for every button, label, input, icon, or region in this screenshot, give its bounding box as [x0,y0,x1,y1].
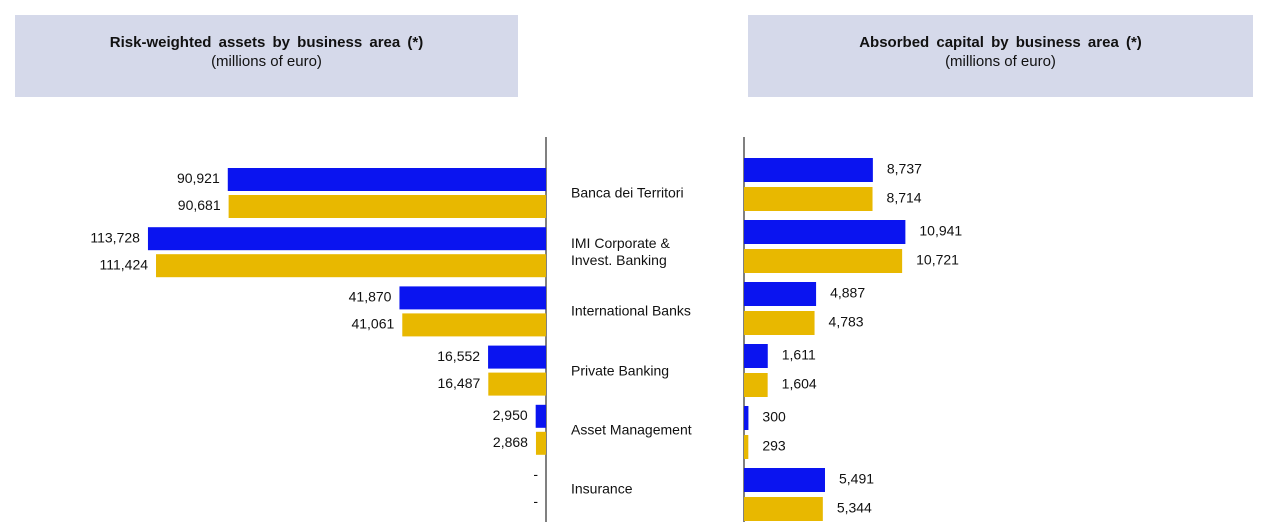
bar [744,344,768,368]
value-label: 4,887 [830,285,865,301]
value-label: 41,870 [349,289,392,305]
value-label: 16,487 [437,375,480,391]
title-box: Absorbed capital by business area (*) (m… [748,15,1253,97]
bar [488,345,546,369]
bar [744,468,825,492]
bar [744,373,768,397]
chart-title: Absorbed capital by business area (*) [859,34,1142,51]
chart-subtitle: (millions of euro) [211,53,322,70]
bar [147,227,546,251]
value-label: 1,611 [782,347,816,363]
value-label: 90,681 [178,197,221,213]
value-label: 5,491 [839,471,874,487]
bar [744,187,873,211]
bar [535,431,546,455]
value-label: 1,604 [782,376,817,392]
bar [744,282,817,306]
value-label: 10,941 [919,223,962,239]
bar [744,435,749,459]
value-label: 300 [762,409,786,425]
value-label: 2,868 [493,434,528,450]
bar [744,220,906,244]
bar [227,168,547,191]
value-label: 293 [762,438,786,454]
title-box: Risk-weighted assets by business area (*… [15,15,518,97]
value-label: 41,061 [351,316,394,332]
value-label: 4,783 [829,314,864,330]
bar [744,406,749,430]
chart-title: Risk-weighted assets by business area (*… [109,34,424,51]
bar [402,313,546,337]
bar [744,249,903,273]
chart-subtitle: (millions of euro) [945,53,1056,70]
value-label: - [533,466,538,482]
value-label: - [533,493,538,509]
value-label: 2,950 [493,407,528,423]
category-label: IMI Corporate & Invest. Banking [571,235,670,269]
bar [156,254,547,278]
value-label: 16,552 [437,348,480,364]
bar [228,195,546,218]
bar [488,372,546,396]
bar [535,404,546,428]
value-label: 113,728 [90,229,140,245]
bar [399,286,546,310]
value-label: 5,344 [837,500,872,516]
value-label: 8,737 [887,161,922,177]
value-label: 111,424 [99,256,148,272]
value-label: 10,721 [916,252,959,268]
category-label: International Banks [571,302,691,319]
bar [744,497,823,521]
category-label: Insurance [571,480,633,497]
bar [744,158,873,182]
bar [744,311,815,335]
value-label: 90,921 [177,170,220,186]
category-label: Private Banking [571,362,670,379]
category-label: Asset Management [571,421,692,438]
category-label: Banca dei Territori [571,184,684,201]
value-label: 8,714 [887,190,922,206]
